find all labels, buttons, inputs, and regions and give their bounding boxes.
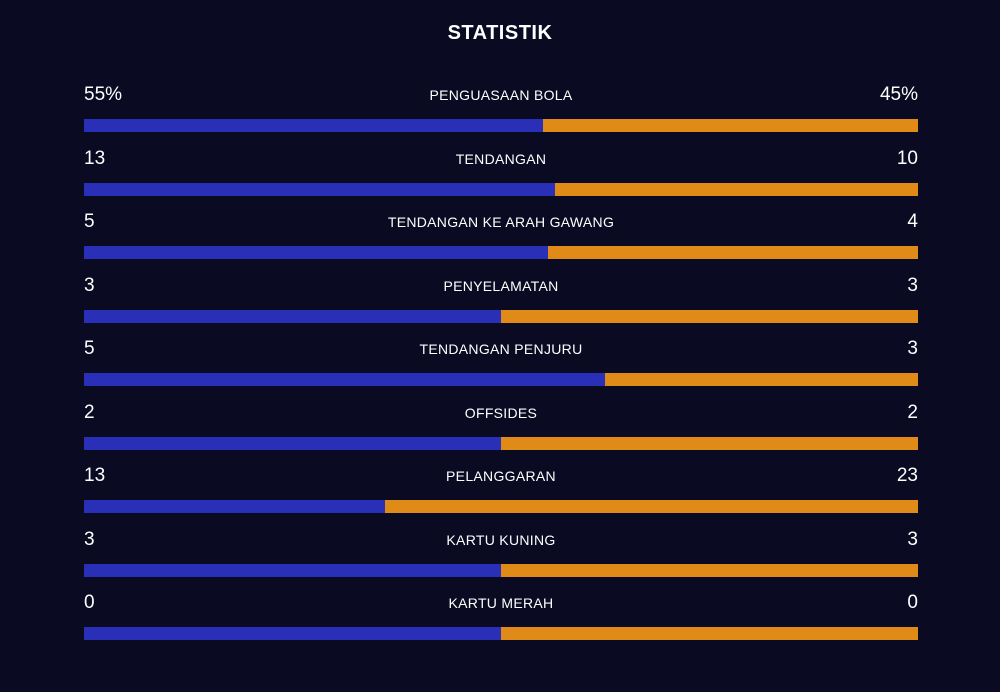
page-title: STATISTIK <box>447 22 553 44</box>
away-bar <box>501 563 918 577</box>
home-bar <box>84 563 501 577</box>
stat-label: TENDANGAN PENJURU <box>419 341 583 357</box>
away-value: 3 <box>907 338 918 359</box>
away-bar <box>501 627 918 640</box>
away-value: 3 <box>907 528 918 550</box>
home-bar <box>84 627 501 640</box>
stat-label: PELANGGARAN <box>446 468 556 484</box>
stat-row-fouls: 13 PELANGGARAN 23 <box>84 461 918 525</box>
home-bar <box>84 309 501 323</box>
comparison-bar <box>84 563 918 577</box>
away-value: 0 <box>907 592 918 613</box>
home-bar <box>84 246 548 259</box>
comparison-bar <box>84 436 918 450</box>
comparison-bar <box>84 182 918 196</box>
stats-list: 55% PENGUASAAN BOLA 45% 13 TENDANGAN 10 … <box>84 80 918 652</box>
stat-row-corners: 5 TENDANGAN PENJURU 3 <box>84 334 918 398</box>
stat-row-offsides: 2 OFFSIDES 2 <box>84 398 918 462</box>
stat-row-shots-on-target: 5 TENDANGAN KE ARAH GAWANG 4 <box>84 207 918 271</box>
stat-label: TENDANGAN KE ARAH GAWANG <box>387 214 615 230</box>
stat-label: TENDANGAN <box>455 150 547 167</box>
home-bar <box>84 182 556 196</box>
away-value: 10 <box>896 147 918 169</box>
away-bar <box>555 182 918 196</box>
stat-label: KARTU KUNING <box>446 531 556 548</box>
comparison-bar <box>84 500 918 513</box>
comparison-bar <box>84 627 918 640</box>
away-value: 2 <box>907 401 918 423</box>
home-bar <box>84 373 606 386</box>
away-value: 4 <box>907 211 918 232</box>
away-bar <box>501 309 918 323</box>
home-bar <box>84 436 501 450</box>
away-bar <box>547 246 918 259</box>
home-value: 2 <box>84 401 95 423</box>
stat-row-saves: 3 PENYELAMATAN 3 <box>84 271 918 335</box>
comparison-bar <box>84 246 918 259</box>
home-value: 0 <box>84 592 95 613</box>
comparison-bar <box>84 309 918 323</box>
stat-label: PENGUASAAN BOLA <box>429 87 573 103</box>
comparison-bar <box>84 119 918 132</box>
home-bar <box>84 119 543 132</box>
stat-row-possession: 55% PENGUASAAN BOLA 45% <box>84 80 918 144</box>
stat-row-red-cards: 0 KARTU MERAH 0 <box>84 588 918 652</box>
away-value: 45% <box>879 84 918 105</box>
home-value: 5 <box>84 338 95 359</box>
home-value: 3 <box>84 528 95 550</box>
home-value: 3 <box>84 274 95 296</box>
away-bar <box>385 500 918 513</box>
away-bar <box>501 436 918 450</box>
away-bar <box>605 373 918 386</box>
stat-label: OFFSIDES <box>464 404 538 421</box>
home-bar <box>84 500 386 513</box>
home-value: 5 <box>84 211 95 232</box>
stat-row-shots: 13 TENDANGAN 10 <box>84 144 918 208</box>
home-value: 13 <box>84 465 106 486</box>
stat-row-yellow-cards: 3 KARTU KUNING 3 <box>84 525 918 589</box>
home-value: 55% <box>84 84 123 105</box>
stat-label: PENYELAMATAN <box>443 277 559 294</box>
comparison-bar <box>84 373 918 386</box>
stat-label: KARTU MERAH <box>448 595 554 611</box>
away-value: 23 <box>896 465 918 486</box>
away-value: 3 <box>907 274 918 296</box>
home-value: 13 <box>84 147 106 169</box>
away-bar <box>542 119 918 132</box>
